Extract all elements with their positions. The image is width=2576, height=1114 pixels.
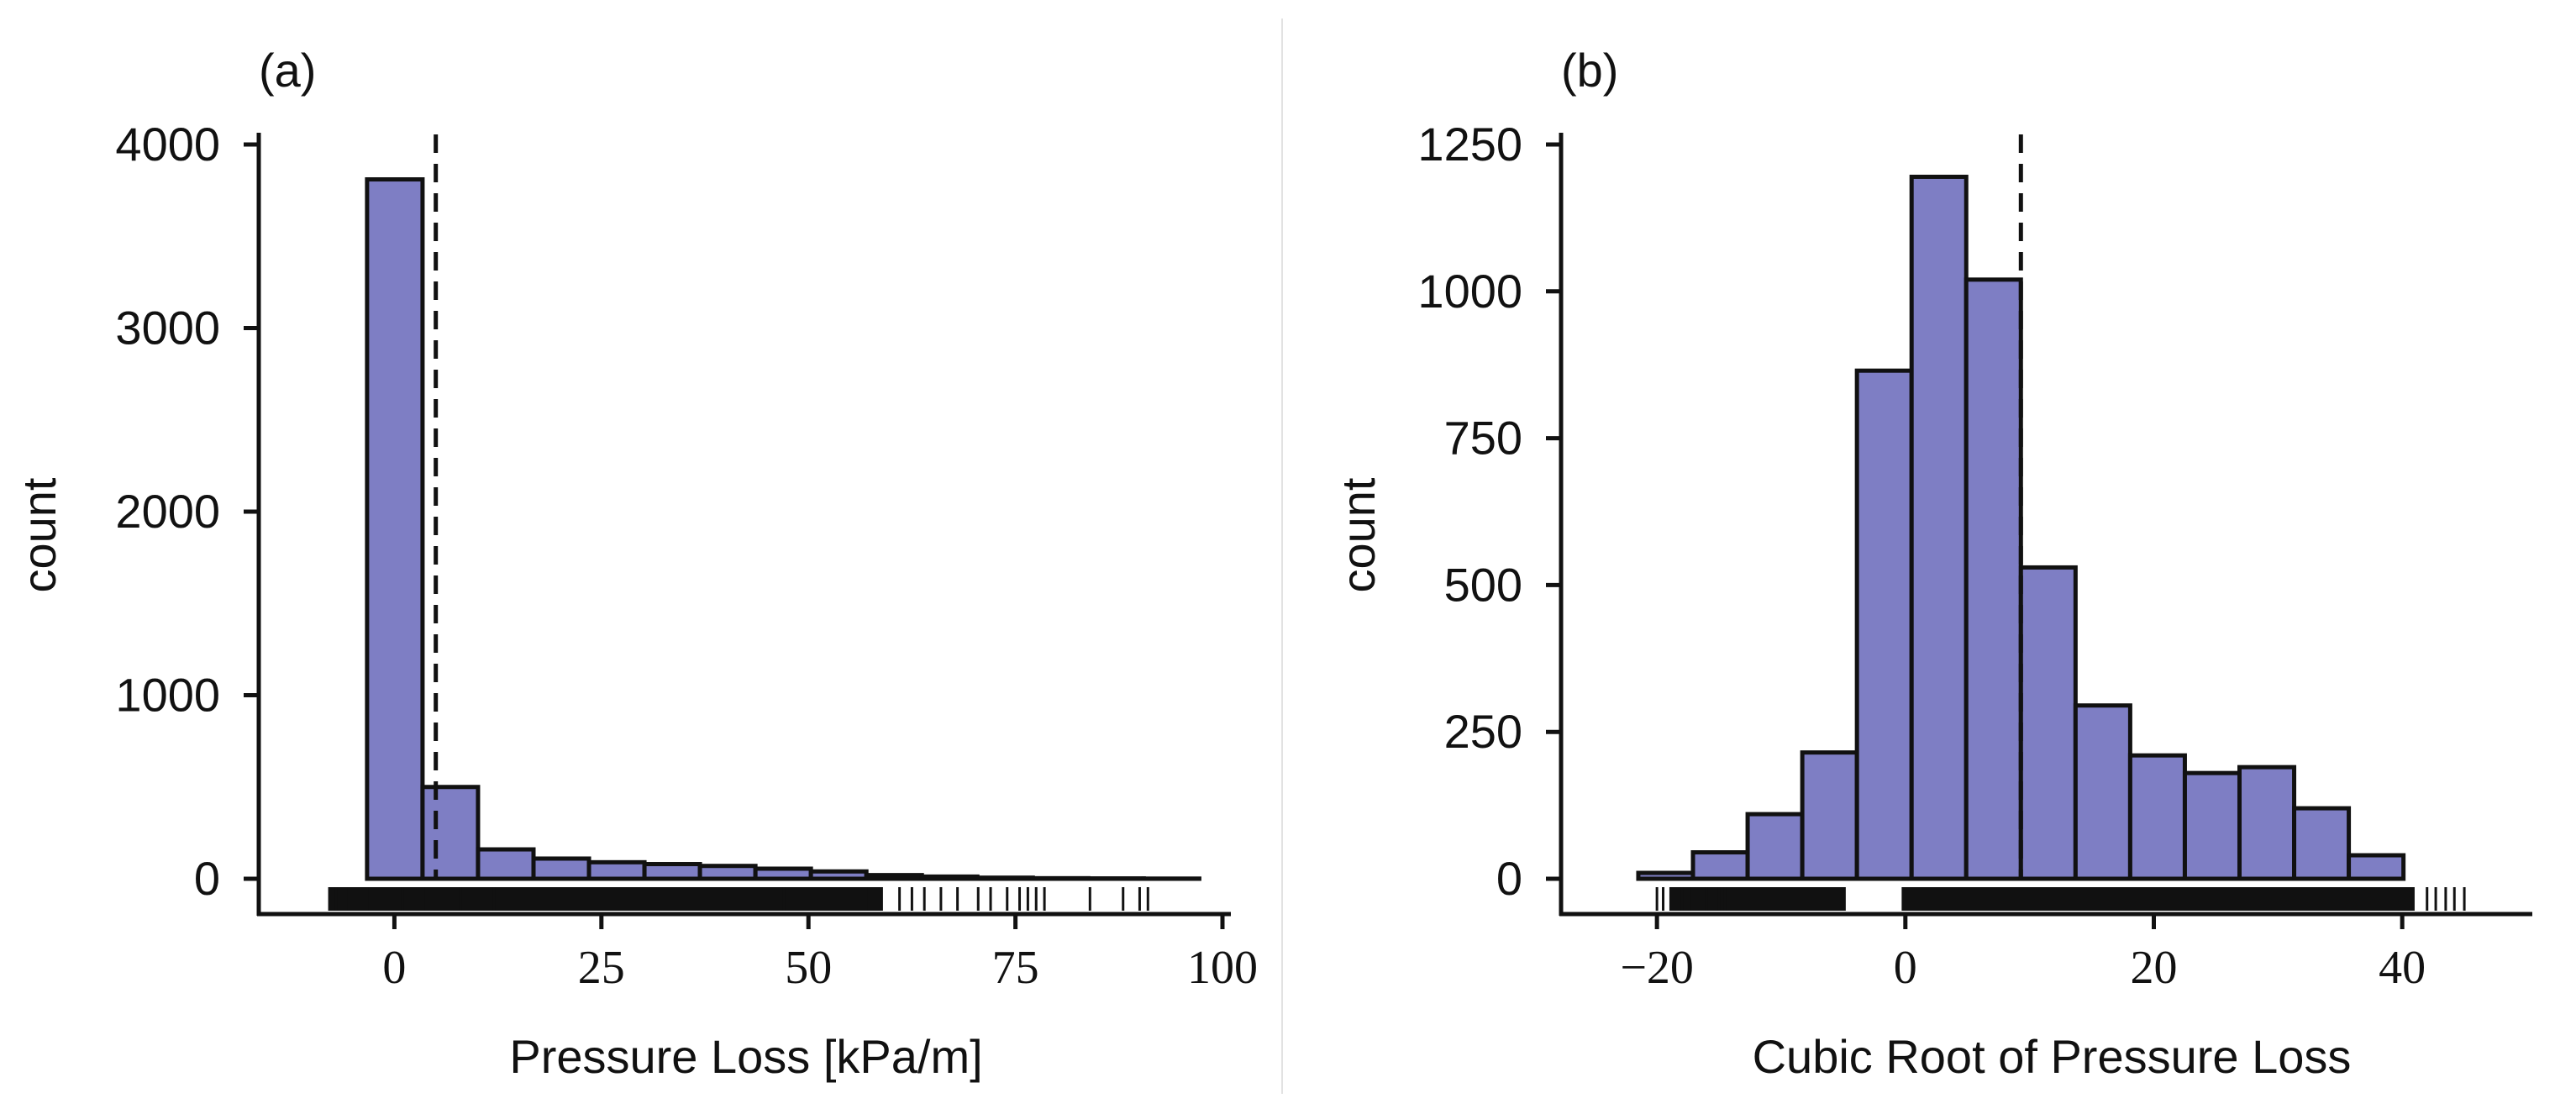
rug-group-0 bbox=[329, 887, 1149, 911]
histogram-bar bbox=[1802, 753, 1857, 879]
y-axis-title-a: count bbox=[13, 477, 66, 592]
x-tick-label: 25 bbox=[578, 942, 625, 994]
x-axis-title-a: Pressure Loss [kPa/m] bbox=[509, 1030, 982, 1083]
histogram-bar bbox=[1693, 853, 1748, 879]
y-tick-label: 750 bbox=[1444, 412, 1522, 465]
x-tick-label: 75 bbox=[992, 942, 1039, 994]
histogram-bar bbox=[1638, 873, 1693, 879]
histogram-bar bbox=[811, 871, 866, 879]
x-tick-label: 20 bbox=[2130, 942, 2177, 994]
y-tick-label: 1000 bbox=[115, 669, 220, 722]
histogram-bar bbox=[589, 862, 644, 879]
histogram-bar bbox=[700, 866, 755, 879]
histogram-bar bbox=[977, 878, 1033, 879]
x-tick-label: 40 bbox=[2379, 942, 2426, 994]
y-tick-label: 0 bbox=[194, 852, 220, 905]
y-tick-label: 0 bbox=[1496, 852, 1522, 905]
histogram-bar bbox=[922, 876, 977, 879]
x-tick-label: 100 bbox=[1187, 942, 1258, 994]
histogram-bar bbox=[2349, 855, 2404, 879]
histogram-bar bbox=[2184, 773, 2239, 879]
panel-divider bbox=[1281, 18, 1283, 1094]
x-tick-label: 50 bbox=[785, 942, 832, 994]
y-tick-label: 500 bbox=[1444, 558, 1522, 611]
y-tick-label: 3000 bbox=[115, 302, 220, 355]
histogram-bar bbox=[2075, 706, 2130, 879]
histogram-bar bbox=[1857, 370, 1911, 879]
x-tick-label: −20 bbox=[1620, 942, 1694, 994]
histogram-bar bbox=[2130, 755, 2184, 879]
histogram-bar bbox=[423, 787, 478, 879]
histogram-bar bbox=[866, 875, 922, 879]
histogram-bar bbox=[755, 869, 811, 879]
histogram-bar bbox=[1033, 878, 1088, 879]
histogram-bar bbox=[534, 859, 589, 879]
rug-dense-band bbox=[329, 887, 883, 911]
panel-b: (b) Cubic Root of Pressure Loss count 0 2… bbox=[1332, 44, 2532, 1083]
y-axis-title-b: count bbox=[1332, 477, 1385, 592]
y-tick-label: 2000 bbox=[115, 485, 220, 538]
histogram-bar bbox=[2239, 767, 2294, 879]
y-tick-label: 250 bbox=[1444, 705, 1522, 758]
x-axis-title-b: Cubic Root of Pressure Loss bbox=[1753, 1030, 2352, 1083]
panel-label-b: (b) bbox=[1561, 44, 1618, 97]
rug-group-1 bbox=[1657, 887, 2464, 911]
x-tick-label: 0 bbox=[1894, 942, 1917, 994]
rug-dense-band bbox=[1901, 887, 2415, 911]
y-tick-label: 1250 bbox=[1417, 118, 1522, 171]
y-tick-label: 4000 bbox=[115, 118, 220, 171]
panel-label-a: (a) bbox=[259, 44, 316, 97]
histogram-bar bbox=[367, 180, 423, 879]
histogram-bar bbox=[1911, 176, 1966, 879]
bars-group-0 bbox=[367, 180, 1200, 879]
histogram-bar bbox=[478, 849, 534, 879]
histogram-bar bbox=[2295, 808, 2349, 879]
rug-dense-band bbox=[1669, 887, 1846, 911]
x-tick-label: 0 bbox=[382, 942, 406, 994]
histogram-bar bbox=[644, 864, 700, 879]
histogram-bar bbox=[1966, 280, 2021, 879]
histogram-bar bbox=[2021, 567, 2075, 879]
panel-a: (a) Pressure Loss [kPa/m] count 01000200… bbox=[13, 44, 1258, 1083]
y-tick-label: 1000 bbox=[1417, 265, 1522, 318]
histogram-bar bbox=[1748, 814, 1802, 879]
